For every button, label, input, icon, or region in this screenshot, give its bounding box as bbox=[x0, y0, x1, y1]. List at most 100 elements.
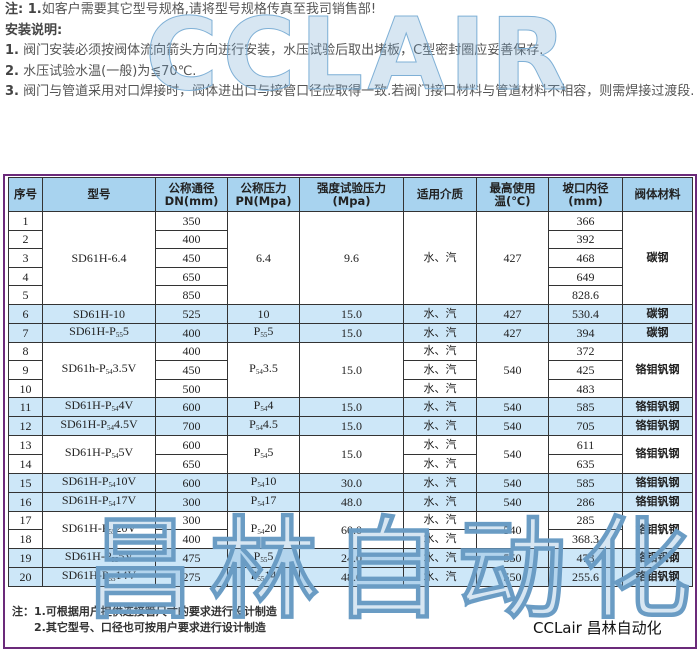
row-number: 20 bbox=[8, 566, 43, 587]
dn-cell: 350 bbox=[155, 211, 228, 231]
row-number: 2 bbox=[8, 229, 43, 250]
header-row: 序号 型号 公称通径 DN(mm) 公称压力 PN(Mpa) 强度试验压力 (Mpa) 适用介质… bbox=[8, 177, 693, 212]
column-header: 公称压力 PN(Mpa) bbox=[227, 177, 300, 212]
row-number: 13 bbox=[8, 435, 43, 455]
max-temp-cell: 550 bbox=[476, 566, 549, 587]
row-number: 3 bbox=[8, 248, 43, 268]
table-row: 9 450 水、汽 425 bbox=[8, 360, 693, 380]
note-2: 2.其它型号、口径也可按用户要求进行设计制造 bbox=[34, 621, 266, 634]
bore-cell: 585 bbox=[548, 397, 623, 418]
max-temp-cell: 540 bbox=[476, 435, 549, 474]
model-cell: SD61H-P555 bbox=[42, 322, 156, 343]
test-pressure-cell: 60.0 bbox=[299, 510, 404, 549]
row-number: 12 bbox=[8, 416, 43, 437]
pn-cell: P543.5 bbox=[227, 341, 300, 399]
row-number: 17 bbox=[8, 510, 43, 531]
model-cell: SD61H-P544.5V bbox=[42, 416, 156, 437]
test-pressure-cell: 15.0 bbox=[299, 303, 404, 324]
material-cell: 铬钼钒钢 bbox=[622, 566, 693, 587]
test-pressure-cell: 15.0 bbox=[299, 435, 404, 474]
max-temp-cell: 550 bbox=[476, 547, 549, 568]
row-number: 10 bbox=[8, 378, 43, 399]
pn-cell: P555 bbox=[227, 322, 300, 343]
material-cell: 铬钼钒钢 bbox=[622, 472, 693, 493]
table-row: 13 SD61H-P545V 600 P545 15.0 水、汽 540 611 铬钼钒钢 bbox=[8, 435, 693, 474]
media-cell: 水、汽 bbox=[403, 416, 477, 437]
test-pressure-cell: 15.0 bbox=[299, 416, 404, 437]
table-row: 18 400 水、汽 368.3 bbox=[8, 529, 693, 549]
model-cell: SD61H-P5520V bbox=[42, 510, 156, 549]
media-cell: 水、汽 bbox=[403, 529, 477, 549]
row-number: 11 bbox=[8, 397, 43, 418]
pn-cell: P5514 bbox=[227, 566, 300, 587]
table-row: 19 SD61H-P555V 475 P555 24.0 水、汽 550 473 铬钼钒钢 bbox=[8, 547, 693, 568]
pn-cell: P544.5 bbox=[227, 416, 300, 437]
dn-cell: 475 bbox=[155, 547, 228, 568]
table-notes: 注：1.可根据用户提供连接管尺寸的要求进行设计制造 2.其它型号、口径也可按用户… bbox=[12, 604, 277, 636]
model-cell: SD61H-P544V bbox=[42, 397, 156, 418]
column-header: 序号 bbox=[8, 177, 43, 212]
column-header: 最高使用 温(℃) bbox=[476, 177, 549, 212]
install-title: 安装说明: bbox=[5, 22, 63, 38]
test-pressure-cell: 9.6 bbox=[299, 211, 404, 305]
material-cell: 铬钼钒钢 bbox=[622, 510, 693, 549]
media-cell: 水、汽 bbox=[403, 566, 477, 587]
dn-cell: 400 bbox=[155, 322, 228, 343]
bore-cell: 368.3 bbox=[548, 529, 623, 549]
test-pressure-cell: 15.0 bbox=[299, 322, 404, 343]
dn-cell: 450 bbox=[155, 360, 228, 380]
media-cell: 水、汽 bbox=[403, 491, 477, 512]
dn-cell: 850 bbox=[155, 285, 228, 305]
media-cell: 水、汽 bbox=[403, 341, 477, 362]
dn-cell: 600 bbox=[155, 472, 228, 493]
table-row: 12 SD61H-P544.5V 700 P544.5 15.0 水、汽 540 705 铬钼钒… bbox=[8, 416, 693, 437]
note-line: 注: 1.如客户需要其它型号规格,请将型号规格传真至我司销售部! bbox=[5, 0, 695, 21]
media-cell: 水、汽 bbox=[403, 547, 477, 568]
dn-cell: 600 bbox=[155, 435, 228, 455]
install-item-2: 2. 水压试验水温(一般)为≦70℃. bbox=[5, 63, 197, 79]
max-temp-cell: 540 bbox=[476, 510, 549, 549]
test-pressure-cell: 30.0 bbox=[299, 472, 404, 493]
bore-cell: 705 bbox=[548, 416, 623, 437]
media-cell: 水、汽 bbox=[403, 322, 477, 343]
dn-cell: 300 bbox=[155, 510, 228, 531]
media-cell: 水、汽 bbox=[403, 303, 477, 324]
dn-cell: 700 bbox=[155, 416, 228, 437]
bore-cell: 585 bbox=[548, 472, 623, 493]
test-pressure-cell: 48.0 bbox=[299, 491, 404, 512]
pn-cell: P5417 bbox=[227, 491, 300, 512]
test-pressure-cell: 15.0 bbox=[299, 397, 404, 418]
brand-label: CCLair 昌林自动化 bbox=[533, 619, 662, 637]
install-item-3: 3. 阀门与管道采用对口焊接时，阀体进出口与接管口径应取得一致.若阀门接口材料与… bbox=[5, 84, 695, 99]
bore-cell: 285 bbox=[548, 510, 623, 531]
row-number: 8 bbox=[8, 341, 43, 362]
bore-cell: 530.4 bbox=[548, 303, 623, 324]
max-temp-cell: 427 bbox=[476, 322, 549, 343]
pn-cell: P5420 bbox=[227, 510, 300, 549]
spec-table: 序号 型号 公称通径 DN(mm) 公称压力 PN(Mpa) 强度试验压力 (Mpa) 适用介质… bbox=[8, 177, 693, 587]
material-cell: 碳钢 bbox=[622, 303, 693, 324]
row-number: 18 bbox=[8, 529, 43, 549]
table-row: 3 450 468 bbox=[8, 248, 693, 268]
material-cell: 碳钢 bbox=[622, 211, 693, 305]
material-cell: 铬钼钒钢 bbox=[622, 397, 693, 418]
media-cell: 水、汽 bbox=[403, 378, 477, 399]
column-header: 公称通径 DN(mm) bbox=[155, 177, 228, 212]
media-cell: 水、汽 bbox=[403, 360, 477, 380]
bore-cell: 468 bbox=[548, 248, 623, 268]
test-pressure-cell: 15.0 bbox=[299, 341, 404, 399]
material-cell: 铬钼钒钢 bbox=[622, 416, 693, 437]
dn-cell: 525 bbox=[155, 303, 228, 324]
row-number: 16 bbox=[8, 491, 43, 512]
dn-cell: 650 bbox=[155, 266, 228, 287]
intro-text: 注: 1.如客户需要其它型号规格,请将型号规格传真至我司销售部! 安装说明: 1… bbox=[5, 0, 695, 103]
note-1: 注：1.可根据用户提供连接管尺寸的要求进行设计制造 bbox=[12, 605, 277, 618]
table-body: 1 SD61H-6.4 350 6.4 9.6 水、汽 427 366 碳钢 2 400 392 3 45… bbox=[8, 211, 693, 587]
bore-cell: 392 bbox=[548, 229, 623, 250]
table-row: 6 SD61H-10 525 10 15.0 水、汽 427 530.4 碳钢 bbox=[8, 303, 693, 324]
pn-cell: 10 bbox=[227, 303, 300, 324]
pn-cell: P544 bbox=[227, 397, 300, 418]
column-header: 坡口内径 (mm) bbox=[548, 177, 623, 212]
max-temp-cell: 540 bbox=[476, 341, 549, 399]
max-temp-cell: 540 bbox=[476, 491, 549, 512]
